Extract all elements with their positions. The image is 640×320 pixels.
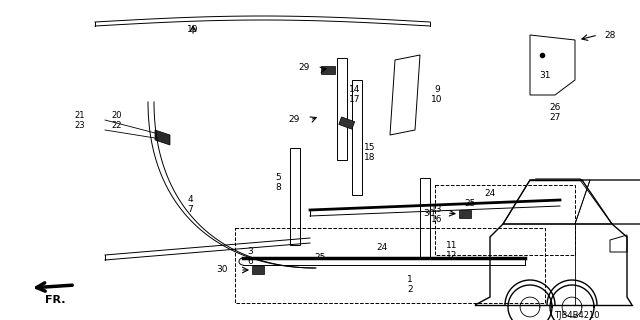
Text: 15: 15 bbox=[364, 143, 376, 153]
Text: 30: 30 bbox=[424, 209, 435, 218]
Text: 10: 10 bbox=[431, 95, 443, 105]
Text: 18: 18 bbox=[364, 154, 376, 163]
Text: 2: 2 bbox=[407, 285, 413, 294]
Text: TJB4B4210: TJB4B4210 bbox=[554, 310, 600, 319]
Text: 14: 14 bbox=[349, 85, 361, 94]
Text: 6: 6 bbox=[247, 258, 253, 267]
Text: 27: 27 bbox=[549, 114, 561, 123]
Polygon shape bbox=[155, 130, 170, 145]
Text: 5: 5 bbox=[275, 173, 281, 182]
Text: 29: 29 bbox=[299, 63, 310, 73]
Text: 20: 20 bbox=[112, 111, 122, 121]
Text: 21: 21 bbox=[75, 111, 85, 121]
Bar bbox=[435, 185, 575, 255]
Bar bbox=[321, 66, 335, 74]
Bar bbox=[235, 228, 545, 303]
Bar bbox=[459, 210, 471, 218]
Text: 30: 30 bbox=[216, 266, 228, 275]
Text: 29: 29 bbox=[289, 115, 300, 124]
Text: 31: 31 bbox=[540, 70, 551, 79]
Text: 16: 16 bbox=[431, 215, 443, 225]
Text: 19: 19 bbox=[188, 26, 199, 35]
Text: 3: 3 bbox=[247, 247, 253, 257]
Text: 8: 8 bbox=[275, 183, 281, 193]
Text: 9: 9 bbox=[434, 85, 440, 94]
Text: 23: 23 bbox=[75, 122, 85, 131]
Bar bbox=[339, 117, 355, 129]
Bar bbox=[252, 266, 264, 274]
Bar bbox=[337, 58, 347, 160]
Text: 22: 22 bbox=[112, 122, 122, 131]
Text: 25: 25 bbox=[464, 198, 476, 207]
Text: 12: 12 bbox=[446, 251, 458, 260]
Text: 1: 1 bbox=[407, 276, 413, 284]
Text: 26: 26 bbox=[549, 103, 561, 113]
Bar bbox=[420, 178, 430, 258]
Text: 4: 4 bbox=[187, 196, 193, 204]
Text: 7: 7 bbox=[187, 205, 193, 214]
Bar bbox=[352, 80, 362, 195]
Text: 28: 28 bbox=[604, 30, 616, 39]
Text: 13: 13 bbox=[431, 205, 443, 214]
Text: 11: 11 bbox=[446, 241, 458, 250]
Text: 24: 24 bbox=[376, 244, 388, 252]
Text: FR.: FR. bbox=[45, 295, 65, 305]
Text: 24: 24 bbox=[484, 188, 495, 197]
Text: 25: 25 bbox=[314, 253, 326, 262]
Bar bbox=[290, 148, 300, 245]
Text: 17: 17 bbox=[349, 95, 361, 105]
